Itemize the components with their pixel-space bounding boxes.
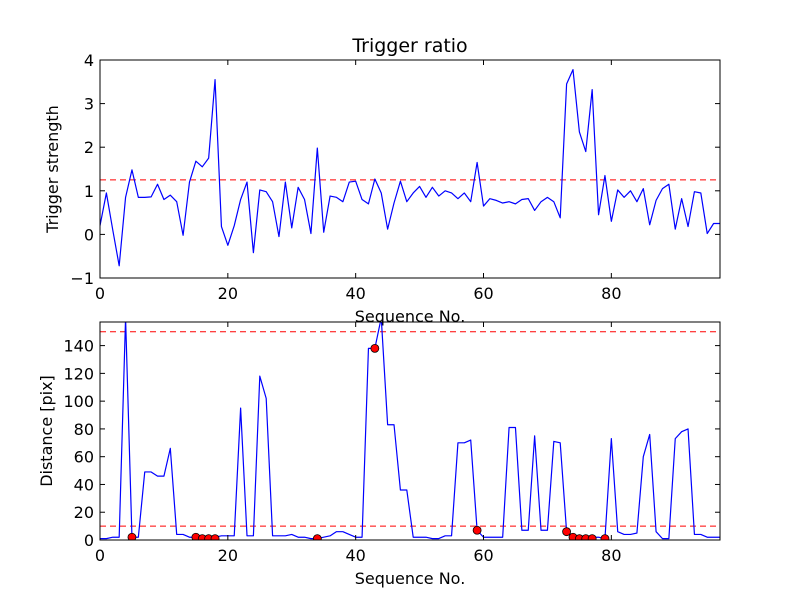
series-line — [100, 322, 720, 540]
axes-frame — [99, 59, 721, 279]
series-line — [100, 68, 720, 267]
x-tick-label: 80 — [601, 546, 621, 565]
y-tick-label: 20 — [74, 503, 94, 522]
y-axis-label: Trigger strength — [43, 105, 62, 234]
y-tick-label: −1 — [70, 269, 94, 288]
data-marker — [600, 534, 610, 540]
top-chart: Trigger ratio Sequence No. Trigger stren… — [43, 35, 721, 326]
y-tick-label: 60 — [74, 448, 94, 467]
x-axis-label: Sequence No. — [355, 569, 466, 588]
chart-title: Trigger ratio — [351, 35, 467, 57]
x-tick-label: 20 — [218, 284, 238, 303]
plot-area — [100, 68, 720, 267]
y-tick-label: 80 — [74, 420, 94, 439]
x-tick-label: 20 — [218, 546, 238, 565]
data-marker — [312, 534, 322, 540]
y-tick-label: 4 — [84, 51, 94, 70]
bottom-chart: Sequence No. Distance [pix] 0 20 40 60 80 0 20… — [37, 321, 721, 588]
y-tick-label: 1 — [84, 182, 94, 201]
axes-frame — [99, 321, 721, 541]
y-tick-label: 140 — [63, 337, 94, 356]
x-tick-label: 60 — [473, 546, 493, 565]
data-marker — [370, 343, 380, 353]
y-tick-label: 100 — [63, 392, 94, 411]
data-marker — [127, 532, 137, 540]
y-axis-label: Distance [pix] — [37, 375, 56, 487]
y-tick-label: 120 — [63, 364, 94, 383]
x-tick-label: 80 — [601, 284, 621, 303]
x-axis-label: Sequence No. — [355, 307, 466, 326]
x-tick-label: 0 — [95, 284, 105, 303]
x-tick-label: 60 — [473, 284, 493, 303]
x-tick-label: 40 — [345, 546, 365, 565]
x-tick-label: 0 — [95, 546, 105, 565]
data-marker — [210, 534, 220, 540]
y-tick-label: 0 — [84, 531, 94, 550]
y-tick-label: 40 — [74, 475, 94, 494]
y-tick-label: 2 — [84, 138, 94, 157]
data-marker — [587, 534, 597, 540]
data-marker — [472, 525, 482, 535]
x-tick-label: 40 — [345, 284, 365, 303]
y-tick-label: 3 — [84, 95, 94, 114]
data-marker — [562, 527, 571, 537]
plot-area — [100, 322, 720, 540]
y-tick-label: 0 — [84, 225, 94, 244]
